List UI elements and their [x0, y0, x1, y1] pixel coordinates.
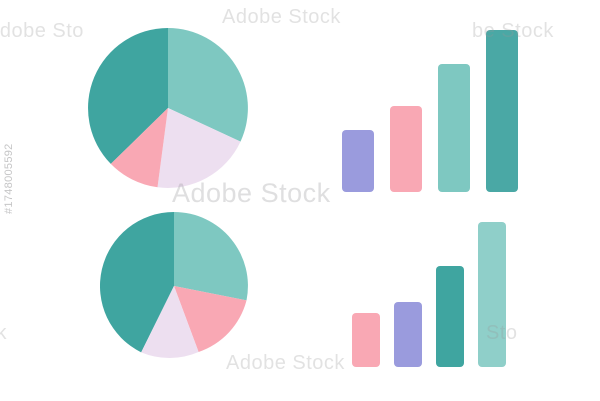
- watermark-image-id: #1748005592: [3, 143, 15, 214]
- bar-category-3: [438, 64, 470, 192]
- watermark-tile: Adobe Sto: [0, 20, 84, 42]
- bar-category-1: [352, 313, 380, 367]
- bar-chart-top-svg: [342, 30, 518, 192]
- pie-chart-bottom-svg: [100, 212, 248, 358]
- pie-slice-segment-c: [174, 286, 247, 352]
- bar-chart-top: [340, 30, 525, 192]
- bar-chart-bottom-svg: [352, 222, 506, 367]
- pie-slice-segment-d: [110, 108, 168, 188]
- watermark-tile: ck: [0, 322, 7, 344]
- bar-category-2: [394, 302, 422, 367]
- bar-category-2: [390, 106, 422, 192]
- bar-chart-bottom: [350, 222, 510, 367]
- pie-slice-segment-b: [174, 212, 248, 301]
- pie-chart-bottom: [100, 212, 248, 360]
- pie-slice-segment-c: [157, 108, 241, 188]
- pie-slice-segment-a: [88, 28, 168, 164]
- bar-category-4: [486, 30, 518, 192]
- bar-category-4: [478, 222, 506, 367]
- pie-chart-top-svg: [88, 28, 248, 188]
- bar-category-1: [342, 130, 374, 192]
- pie-slice-segment-d: [141, 286, 199, 358]
- pie-slice-segment-b: [168, 28, 248, 142]
- pie-slice-segment-a: [100, 212, 174, 353]
- watermark-tile: Adobe Stock: [222, 6, 341, 28]
- pie-chart-top: [88, 28, 248, 188]
- bar-category-3: [436, 266, 464, 367]
